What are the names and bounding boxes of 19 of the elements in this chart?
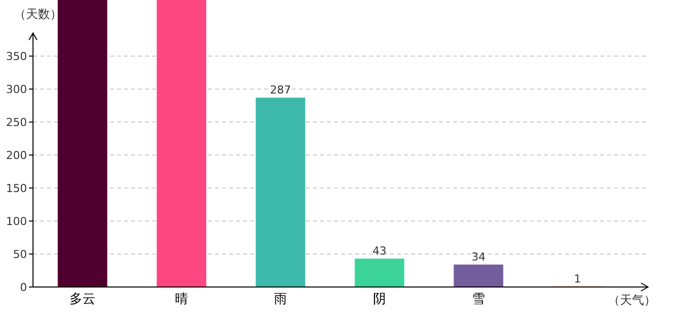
data-label: 43 (372, 244, 386, 258)
x-tick-label: 雨 (274, 292, 287, 307)
y-tick-label: 350 (6, 50, 27, 64)
y-tick-label: 150 (6, 182, 27, 196)
data-label: 287 (270, 84, 291, 97)
y-tick-label: 50 (13, 248, 27, 262)
x-tick-label: 雪 (472, 292, 485, 307)
y-axis-title: （天数） (14, 7, 62, 21)
y-tick-label: 0 (20, 281, 27, 294)
x-tick-label: 晴 (175, 292, 188, 307)
x-axis-title: （天气） (608, 293, 656, 307)
y-tick-label: 100 (6, 215, 27, 228)
data-label: 1 (574, 272, 581, 286)
y-tick-label: 200 (6, 149, 27, 162)
y-tick-label: 300 (6, 83, 27, 96)
data-label: 34 (472, 250, 486, 264)
x-tick-label: 多云 (70, 292, 96, 307)
x-tick-label: 阴 (373, 292, 386, 307)
y-tick-label: 250 (6, 116, 27, 130)
